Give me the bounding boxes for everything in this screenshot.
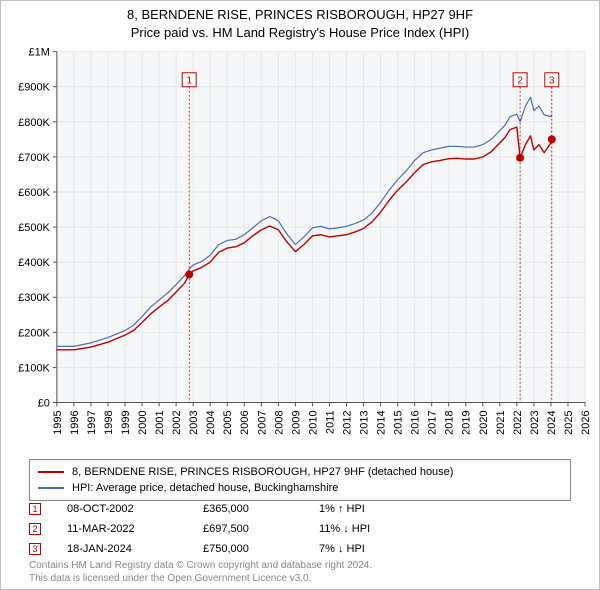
svg-text:3: 3 (549, 75, 555, 86)
svg-text:£100K: £100K (18, 362, 50, 374)
marker-diff: 1% ↑ HPI (319, 499, 419, 519)
legend-label: HPI: Average price, detached house, Buck… (72, 480, 338, 496)
chart-subtitle: Price paid vs. HM Land Registry's House … (1, 25, 599, 40)
svg-text:£200K: £200K (18, 327, 50, 339)
footer-line2: This data is licensed under the Open Gov… (29, 572, 571, 585)
marker-row: 2 11-MAR-2022 £697,500 11% ↓ HPI (29, 519, 571, 539)
chart-area: £0 £100K £200K £300K £400K £500K £600K £700K £80… (9, 47, 591, 451)
svg-text:2001: 2001 (154, 410, 166, 434)
svg-text:2005: 2005 (222, 410, 234, 434)
marker-row: 1 08-OCT-2002 £365,000 1% ↑ HPI (29, 499, 571, 519)
svg-text:2011: 2011 (324, 410, 336, 434)
svg-text:2021: 2021 (495, 410, 507, 434)
marker-date: 18-JAN-2024 (67, 539, 177, 559)
legend-row: 8, BERNDENE RISE, PRINCES RISBOROUGH, HP… (38, 464, 562, 480)
svg-text:£300K: £300K (18, 292, 50, 304)
svg-text:2014: 2014 (376, 410, 388, 434)
marker-price: £750,000 (203, 539, 293, 559)
svg-text:1998: 1998 (103, 410, 115, 434)
legend-box: 8, BERNDENE RISE, PRINCES RISBOROUGH, HP… (29, 459, 571, 501)
marker-date: 08-OCT-2002 (67, 499, 177, 519)
legend-swatch (38, 487, 64, 489)
svg-text:2002: 2002 (171, 410, 183, 434)
svg-text:£800K: £800K (18, 117, 50, 129)
svg-text:1997: 1997 (86, 410, 98, 434)
marker-diff: 11% ↓ HPI (319, 519, 419, 539)
svg-text:£900K: £900K (18, 82, 50, 94)
footer-attribution: Contains HM Land Registry data © Crown c… (29, 559, 571, 585)
svg-text:2000: 2000 (137, 410, 149, 434)
legend-row: HPI: Average price, detached house, Buck… (38, 480, 562, 496)
chart-svg: £0 £100K £200K £300K £400K £500K £600K £700K £80… (9, 47, 591, 451)
markers-table: 1 08-OCT-2002 £365,000 1% ↑ HPI 2 11-MAR-2022… (29, 499, 571, 559)
svg-text:£1M: £1M (29, 47, 50, 59)
svg-text:2004: 2004 (205, 410, 217, 434)
marker-price: £697,500 (203, 519, 293, 539)
svg-text:2006: 2006 (239, 410, 251, 434)
marker-row: 3 18-JAN-2024 £750,000 7% ↓ HPI (29, 539, 571, 559)
svg-text:1995: 1995 (52, 410, 64, 434)
legend-swatch (38, 471, 64, 473)
svg-text:2009: 2009 (290, 410, 302, 434)
chart-title: 8, BERNDENE RISE, PRINCES RISBOROUGH, HP… (1, 7, 599, 22)
marker-diff: 7% ↓ HPI (319, 539, 419, 559)
svg-text:2017: 2017 (427, 410, 439, 434)
marker-badge: 1 (29, 503, 41, 515)
marker-badge: 2 (29, 523, 41, 535)
svg-text:2019: 2019 (461, 410, 473, 434)
svg-text:2020: 2020 (478, 410, 490, 434)
svg-text:2026: 2026 (580, 410, 591, 434)
chart-container: 8, BERNDENE RISE, PRINCES RISBOROUGH, HP… (0, 0, 600, 590)
svg-text:1: 1 (186, 75, 192, 86)
svg-text:2007: 2007 (256, 410, 268, 434)
svg-text:£500K: £500K (18, 222, 50, 234)
svg-text:2003: 2003 (188, 410, 200, 434)
svg-text:£400K: £400K (18, 257, 50, 269)
svg-text:£600K: £600K (18, 187, 50, 199)
svg-text:2022: 2022 (512, 410, 524, 434)
svg-text:2024: 2024 (546, 410, 558, 434)
marker-date: 11-MAR-2022 (67, 519, 177, 539)
svg-text:£700K: £700K (18, 152, 50, 164)
svg-text:2025: 2025 (563, 410, 575, 434)
svg-text:2008: 2008 (273, 410, 285, 434)
marker-price: £365,000 (203, 499, 293, 519)
svg-text:2015: 2015 (393, 410, 405, 434)
marker-badge: 3 (29, 543, 41, 555)
svg-text:2012: 2012 (341, 410, 353, 434)
legend-label: 8, BERNDENE RISE, PRINCES RISBOROUGH, HP… (72, 464, 453, 480)
svg-text:2: 2 (517, 75, 523, 86)
svg-text:1999: 1999 (120, 410, 132, 434)
footer-line1: Contains HM Land Registry data © Crown c… (29, 559, 571, 572)
svg-text:1996: 1996 (69, 410, 81, 434)
svg-text:2013: 2013 (359, 410, 371, 434)
svg-text:2010: 2010 (307, 410, 319, 434)
svg-text:2023: 2023 (529, 410, 541, 434)
svg-text:2016: 2016 (410, 410, 422, 434)
svg-text:£0: £0 (38, 397, 50, 409)
svg-text:2018: 2018 (444, 410, 456, 434)
